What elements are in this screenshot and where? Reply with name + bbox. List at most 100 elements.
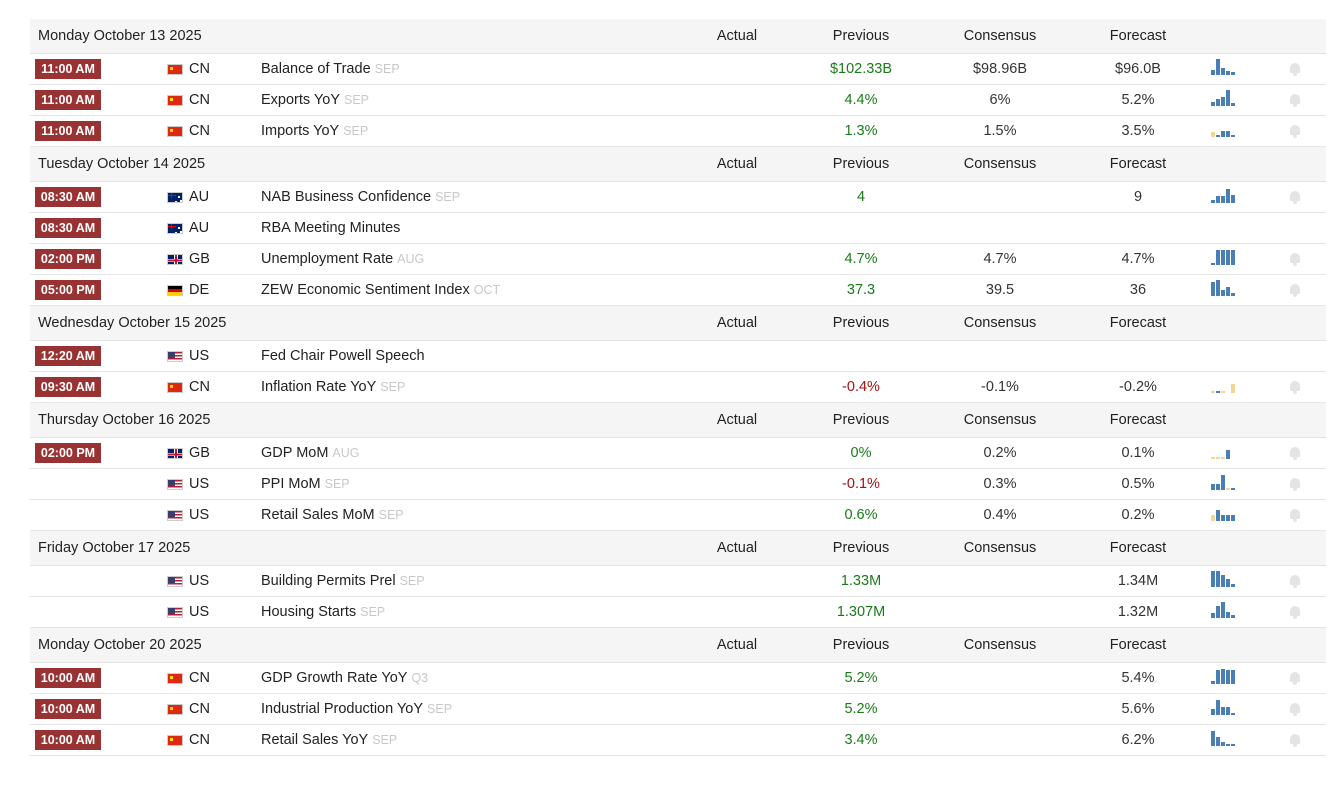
event-name-cell: ZEW Economic Sentiment Index OCT xyxy=(261,275,500,305)
event-row[interactable]: 11:00 AM CN Exports YoY SEP 4.4% 6% 5.2% xyxy=(30,85,1326,116)
alert-bell-icon[interactable] xyxy=(1288,244,1302,274)
bell-icon xyxy=(1288,190,1302,204)
sparkline-bar xyxy=(1216,670,1220,684)
event-name-link[interactable]: Fed Chair Powell Speech xyxy=(261,348,425,364)
alert-bell-icon[interactable] xyxy=(1288,275,1302,305)
alert-bell-icon[interactable] xyxy=(1288,469,1302,499)
alert-bell-icon[interactable] xyxy=(1288,663,1302,693)
sparkline-bar xyxy=(1216,700,1220,715)
event-name-link[interactable]: NAB Business Confidence xyxy=(261,189,432,205)
alert-bell-icon[interactable] xyxy=(1288,566,1302,596)
alert-bell-icon[interactable] xyxy=(1288,694,1302,724)
sparkline-bar xyxy=(1231,744,1235,746)
sparkline-chart[interactable] xyxy=(1211,597,1241,627)
event-name-cell: GDP Growth Rate YoY Q3 xyxy=(261,663,428,693)
event-name-link[interactable]: Housing Starts xyxy=(261,604,357,620)
event-row[interactable]: 11:00 AM CN Imports YoY SEP 1.3% 1.5% 3.5% xyxy=(30,116,1326,147)
event-row[interactable]: 10:00 AM CN Industrial Production YoY SEP 5.… xyxy=(30,694,1326,725)
forecast-value: 1.34M xyxy=(1117,573,1159,589)
alert-bell-icon[interactable] xyxy=(1288,438,1302,468)
economic-calendar-table: Monday October 13 2025 Actual Previous Cons… xyxy=(30,19,1326,756)
event-country: CN xyxy=(167,663,210,693)
sparkline-chart[interactable] xyxy=(1211,663,1241,693)
country-code: CN xyxy=(189,123,210,139)
alert-bell-icon[interactable] xyxy=(1288,54,1302,84)
event-time: 12:20 AM xyxy=(35,341,101,371)
alert-bell-icon[interactable] xyxy=(1288,182,1302,212)
event-name-link[interactable]: Industrial Production YoY xyxy=(261,701,424,717)
event-name-link[interactable]: Inflation Rate YoY xyxy=(261,379,377,395)
event-name-cell: Inflation Rate YoY SEP xyxy=(261,372,405,402)
event-row[interactable]: US Housing Starts SEP 1.307M 1.32M xyxy=(30,597,1326,628)
event-name-link[interactable]: Building Permits Prel xyxy=(261,573,396,589)
sparkline-chart[interactable] xyxy=(1211,725,1241,755)
event-name-link[interactable]: Balance of Trade xyxy=(261,61,371,77)
event-row[interactable]: 08:30 AM AU NAB Business Confidence SEP 4 9 xyxy=(30,182,1326,213)
event-name-link[interactable]: GDP MoM xyxy=(261,445,329,461)
sparkline-bar xyxy=(1221,575,1225,587)
alert-bell-icon[interactable] xyxy=(1288,372,1302,402)
event-row[interactable]: 08:30 AM AU RBA Meeting Minutes xyxy=(30,213,1326,244)
event-row[interactable]: 11:00 AM CN Balance of Trade SEP $102.33B $98… xyxy=(30,54,1326,85)
event-name-link[interactable]: Exports YoY xyxy=(261,92,340,108)
event-row[interactable]: 10:00 AM CN GDP Growth Rate YoY Q3 5.2% 5.4% xyxy=(30,663,1326,694)
sparkline-bar xyxy=(1216,280,1220,296)
event-row[interactable]: US PPI MoM SEP -0.1% 0.3% 0.5% xyxy=(30,469,1326,500)
flag-us-icon xyxy=(167,509,183,521)
sparkline-chart[interactable] xyxy=(1211,694,1241,724)
alert-bell-icon[interactable] xyxy=(1288,500,1302,530)
flag-gb-icon xyxy=(167,447,183,459)
event-name-link[interactable]: Imports YoY xyxy=(261,123,340,139)
event-row[interactable]: 02:00 PM GB Unemployment Rate AUG 4.7% 4.7% 4.… xyxy=(30,244,1326,275)
event-country: CN xyxy=(167,725,210,755)
flag-us-icon xyxy=(167,350,183,362)
sparkline-bar xyxy=(1211,571,1215,587)
sparkline-chart[interactable] xyxy=(1211,182,1241,212)
event-name-link[interactable]: GDP Growth Rate YoY xyxy=(261,670,408,686)
event-row[interactable]: US Retail Sales MoM SEP 0.6% 0.4% 0.2% xyxy=(30,500,1326,531)
event-row[interactable]: 09:30 AM CN Inflation Rate YoY SEP -0.4% -0.1… xyxy=(30,372,1326,403)
reference-period: SEP xyxy=(435,190,461,204)
event-row[interactable]: US Building Permits Prel SEP 1.33M 1.34M xyxy=(30,566,1326,597)
event-time: 08:30 AM xyxy=(35,213,101,243)
sparkline-chart[interactable] xyxy=(1211,566,1241,596)
day-header: Monday October 20 2025 Actual Previous Cons… xyxy=(30,628,1326,663)
consensus-value: 6% xyxy=(989,92,1011,108)
consensus-value: 39.5 xyxy=(985,282,1015,298)
event-row[interactable]: 02:00 PM GB GDP MoM AUG 0% 0.2% 0.1% xyxy=(30,438,1326,469)
sparkline-bar xyxy=(1231,195,1235,203)
event-row[interactable]: 12:20 AM US Fed Chair Powell Speech xyxy=(30,341,1326,372)
sparkline-chart[interactable] xyxy=(1211,438,1241,468)
reference-period: Q3 xyxy=(411,671,429,685)
sparkline-chart[interactable] xyxy=(1211,372,1241,402)
sparkline-chart[interactable] xyxy=(1211,116,1241,146)
sparkline-chart[interactable] xyxy=(1211,85,1241,115)
event-name-cell: Imports YoY SEP xyxy=(261,116,368,146)
event-name-link[interactable]: PPI MoM xyxy=(261,476,321,492)
sparkline-chart[interactable] xyxy=(1211,275,1241,305)
actual-value xyxy=(700,213,774,243)
flag-cn-icon xyxy=(167,672,183,684)
event-name-link[interactable]: ZEW Economic Sentiment Index xyxy=(261,282,470,298)
sparkline-chart[interactable] xyxy=(1211,54,1241,84)
alert-bell-icon[interactable] xyxy=(1288,85,1302,115)
event-name-link[interactable]: Retail Sales MoM xyxy=(261,507,375,523)
event-row[interactable]: 10:00 AM CN Retail Sales YoY SEP 3.4% 6.2% xyxy=(30,725,1326,756)
alert-bell-icon[interactable] xyxy=(1288,597,1302,627)
sparkline-chart[interactable] xyxy=(1211,469,1241,499)
event-row[interactable]: 05:00 PM DE ZEW Economic Sentiment Index OC… xyxy=(30,275,1326,306)
country-code: DE xyxy=(189,282,210,298)
alert-bell-icon[interactable] xyxy=(1288,725,1302,755)
sparkline-chart[interactable] xyxy=(1211,244,1241,274)
time-badge: 10:00 AM xyxy=(35,668,101,688)
sparkline-chart[interactable] xyxy=(1211,500,1241,530)
sparkline-bar xyxy=(1221,131,1225,137)
event-name-link[interactable]: RBA Meeting Minutes xyxy=(261,220,401,236)
alert-bell-icon[interactable] xyxy=(1288,116,1302,146)
previous-value xyxy=(813,341,909,371)
sparkline-bar xyxy=(1211,515,1215,521)
reference-period: SEP xyxy=(399,574,425,588)
forecast-value: 0.2% xyxy=(1121,507,1155,523)
event-name-link[interactable]: Unemployment Rate xyxy=(261,251,394,267)
event-name-link[interactable]: Retail Sales YoY xyxy=(261,732,369,748)
